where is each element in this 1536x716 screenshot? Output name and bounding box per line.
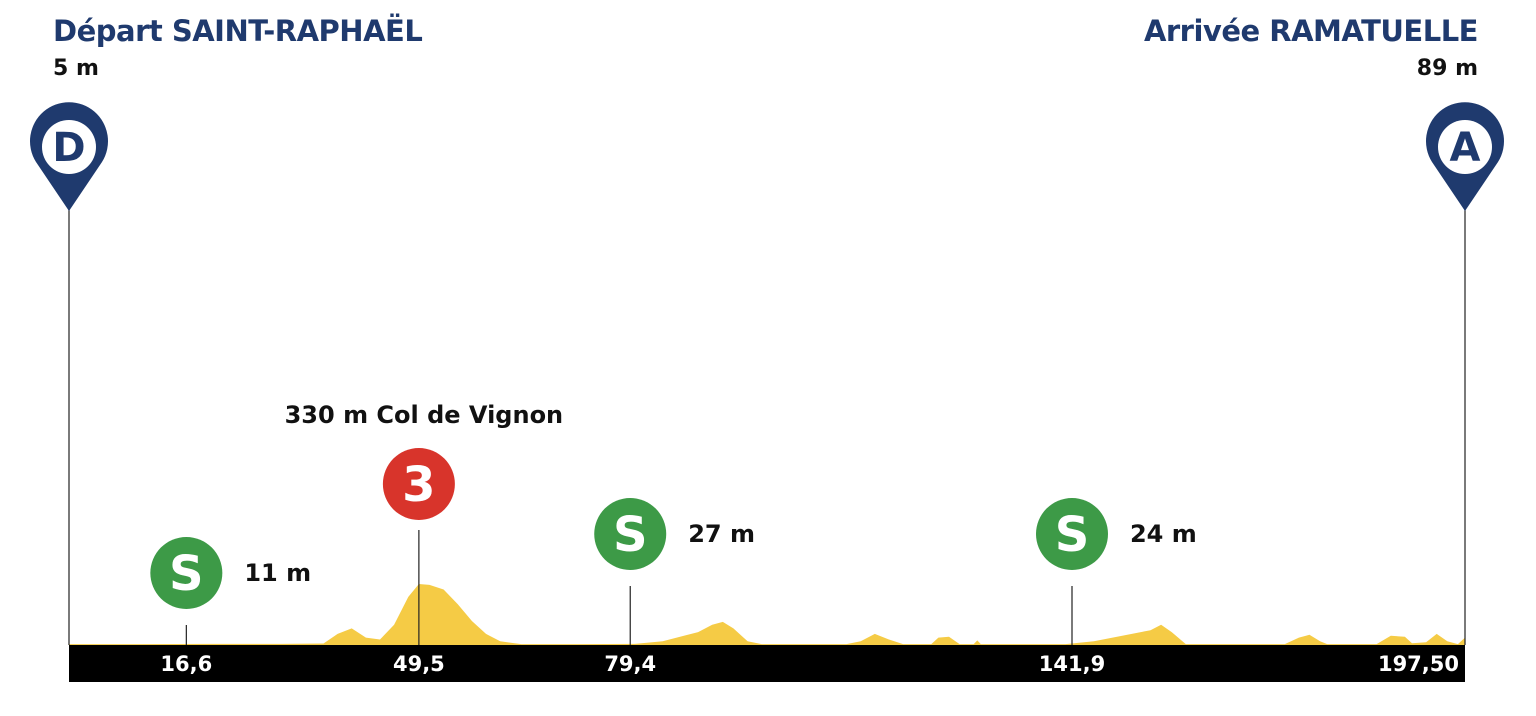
distance-label: 79,4: [604, 652, 656, 676]
distance-label: 141,9: [1039, 652, 1105, 676]
finish-pin-letter: A: [1450, 125, 1481, 171]
distance-label: 49,5: [393, 652, 445, 676]
start-altitude: 5 m: [53, 56, 99, 81]
start-town-label: Départ SAINT-RAPHAËL: [53, 14, 423, 48]
distance-label: 16,6: [160, 652, 212, 676]
distance-axis-bar: [69, 645, 1465, 682]
finish-altitude: 89 m: [1416, 56, 1478, 81]
distance-label: 197,50: [1378, 652, 1459, 676]
sprint-altitude-label: 24 m: [1130, 520, 1197, 548]
sprint-altitude-label: 11 m: [244, 559, 311, 587]
climb-badge-icon: [382, 448, 455, 520]
sprint-badge-icon: [150, 537, 223, 609]
sprint-badge-icon: [594, 498, 667, 570]
sprint-altitude-label: 27 m: [688, 520, 755, 548]
sprint-badge-letter: S: [613, 507, 648, 563]
start-pin-icon: D: [30, 102, 108, 211]
sprint-badge-icon: [1035, 498, 1108, 570]
sprint-badge-letter: S: [169, 546, 204, 602]
finish-pin-icon: A: [1426, 102, 1505, 211]
finish-town-label: Arrivée RAMATUELLE: [1143, 14, 1479, 48]
climb-badge-letter: 3: [402, 457, 435, 513]
elevation-profile-area: [69, 584, 1465, 645]
sprint-badge-letter: S: [1055, 507, 1090, 563]
start-pin-letter: D: [52, 125, 85, 171]
climb-altitude-label: 330 m Col de Vignon: [285, 401, 564, 429]
